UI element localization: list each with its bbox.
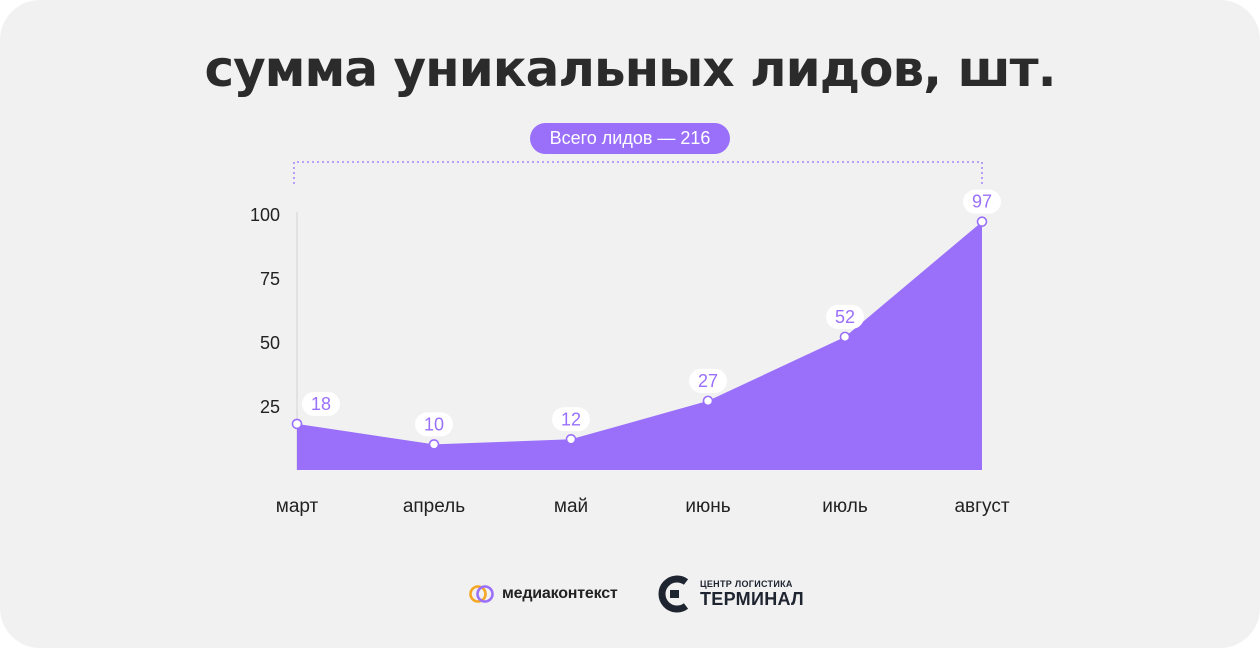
total-bracket bbox=[293, 161, 983, 184]
y-tick-label: 75 bbox=[260, 269, 280, 289]
x-tick-label: август bbox=[954, 496, 1009, 517]
data-label-bg bbox=[689, 368, 727, 393]
data-label: 18 bbox=[302, 391, 340, 416]
x-tick-label: июль bbox=[822, 496, 868, 517]
data-label: 27 bbox=[689, 368, 727, 393]
data-point bbox=[291, 418, 303, 430]
data-point bbox=[839, 331, 851, 343]
data-points bbox=[291, 216, 988, 450]
terminal-c-icon bbox=[658, 575, 689, 613]
data-label-bg bbox=[963, 189, 1001, 214]
data-label: 10 bbox=[415, 412, 453, 437]
data-label-text: 18 bbox=[311, 394, 331, 414]
terminal-logo: ЦЕНТР ЛОГИСТИКА ТЕРМИНАЛ bbox=[654, 572, 804, 616]
rings-icon bbox=[469, 585, 494, 603]
x-tick-label: апрель bbox=[403, 496, 465, 517]
y-tick-label: 100 bbox=[250, 205, 280, 225]
data-label-text: 52 bbox=[835, 307, 855, 327]
mediacontext-name: медиаконтекст bbox=[502, 585, 618, 602]
data-label-text: 97 bbox=[972, 192, 992, 212]
data-point bbox=[702, 395, 714, 407]
x-tick-label: май bbox=[554, 496, 588, 517]
data-label-bg bbox=[552, 407, 590, 432]
y-axis-ticks: 25 50 75 100 bbox=[250, 205, 280, 417]
mediacontext-logo: медиаконтекст bbox=[468, 582, 618, 606]
data-label: 97 bbox=[963, 189, 1001, 214]
terminal-subtitle: ЦЕНТР ЛОГИСТИКА bbox=[700, 579, 793, 589]
x-tick-label: март bbox=[276, 496, 319, 517]
chart-title: сумма уникальных лидов, шт. bbox=[204, 40, 1056, 98]
y-tick-label: 50 bbox=[260, 333, 280, 353]
data-point bbox=[428, 439, 440, 450]
area-series bbox=[297, 221, 982, 470]
data-label-bg bbox=[415, 412, 453, 437]
data-label-text: 27 bbox=[698, 371, 718, 391]
data-labels: 18 10 12 27 52 97 bbox=[302, 189, 1001, 437]
x-tick-label: июнь bbox=[685, 496, 730, 517]
y-tick-label: 25 bbox=[260, 397, 280, 417]
data-label: 52 bbox=[826, 304, 864, 329]
data-label-bg bbox=[302, 391, 340, 416]
data-label: 12 bbox=[552, 407, 590, 432]
terminal-name: ТЕРМИНАЛ bbox=[700, 589, 804, 609]
data-label-text: 12 bbox=[561, 409, 581, 429]
data-label-text: 10 bbox=[424, 414, 444, 434]
data-point bbox=[565, 433, 577, 445]
terminal-text: ЦЕНТР ЛОГИСТИКА ТЕРМИНАЛ bbox=[700, 579, 804, 609]
data-label-bg bbox=[826, 304, 864, 329]
data-point bbox=[976, 216, 988, 227]
total-leads-badge: Всего лидов — 216 bbox=[530, 123, 730, 154]
x-axis-ticks: март апрель май июнь июль август bbox=[276, 496, 1010, 517]
